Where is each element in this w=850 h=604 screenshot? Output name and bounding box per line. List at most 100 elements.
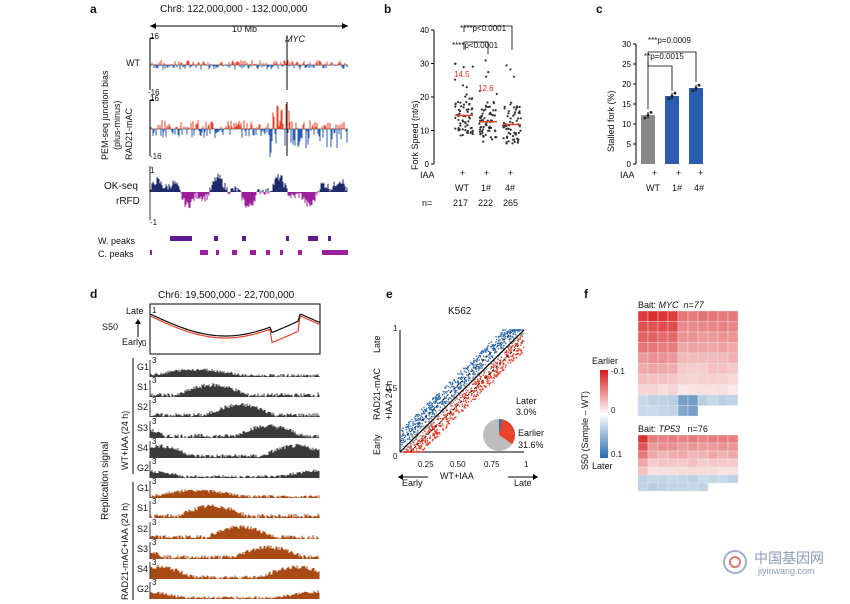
- data-point: [416, 436, 418, 439]
- data-point: [459, 122, 462, 125]
- data-point: [509, 340, 511, 343]
- data-point: [406, 423, 408, 426]
- data-point: [487, 105, 490, 109]
- heatmap-cell: [647, 474, 659, 484]
- heatmap-cell: [647, 373, 659, 385]
- data-point: [505, 354, 507, 356]
- data-point: [422, 410, 425, 412]
- heatmap-cell: [667, 442, 679, 452]
- data-point: [511, 329, 513, 331]
- data-point: [431, 406, 433, 408]
- panel-e-xtick-050: 0.50: [450, 460, 466, 469]
- data-point: [502, 347, 505, 350]
- heatmap-cell: [697, 394, 709, 406]
- earlier-later-pie: [483, 419, 515, 451]
- data-point: [488, 351, 491, 354]
- heatmap-cell: [687, 434, 699, 444]
- data-point: [445, 384, 448, 387]
- data-point: [412, 432, 415, 434]
- data-point: [419, 434, 421, 437]
- data-point: [459, 124, 462, 127]
- data-point: [513, 330, 515, 333]
- data-point: [478, 89, 481, 92]
- data-point: [423, 418, 425, 420]
- heatmap-cell: [667, 384, 679, 396]
- data-point: [442, 429, 445, 431]
- data-point: [439, 409, 441, 412]
- panel-c-ylabel: Stalled fork (%): [606, 90, 616, 152]
- data-point: [420, 444, 423, 446]
- data-point: [460, 386, 463, 389]
- data-point: [503, 344, 505, 347]
- data-point: [416, 430, 419, 433]
- s50-rad21-line: [149, 315, 321, 344]
- data-point: [433, 413, 436, 415]
- heatmap-cell: [697, 352, 709, 364]
- data-point: [512, 333, 514, 336]
- data-point: [406, 431, 408, 433]
- data-point: [505, 351, 507, 353]
- data-point: [443, 410, 446, 412]
- panel-b-median-wt: 14.5: [454, 70, 470, 79]
- data-point: [495, 370, 497, 373]
- track-ymax: 3: [152, 578, 157, 588]
- data-point: [461, 120, 465, 123]
- data-point: [482, 109, 486, 112]
- data-point: [444, 400, 446, 403]
- data-point: [521, 334, 523, 337]
- heatmap-cell: [687, 310, 699, 322]
- data-point: [460, 105, 463, 108]
- data-point: [441, 400, 444, 402]
- data-point: [449, 381, 452, 384]
- data-point: [454, 390, 457, 393]
- data-point: [510, 355, 512, 358]
- heatmap-cell: [727, 321, 739, 333]
- replication-track: [149, 541, 320, 559]
- data-point: [428, 442, 431, 444]
- panel-a-brackets: [149, 37, 154, 156]
- okseq-rrfd-track: [149, 166, 348, 220]
- data-point: [472, 395, 475, 398]
- heatmap-cell: [677, 405, 689, 417]
- data-point: [492, 102, 496, 105]
- data-point: [458, 405, 461, 407]
- data-point: [423, 406, 425, 409]
- data-point: [463, 392, 466, 395]
- heatmap-cell: [657, 466, 669, 476]
- data-point: [433, 419, 435, 422]
- data-point: [458, 128, 461, 131]
- peaks-track: [150, 236, 348, 255]
- heatmap-cell: [697, 384, 709, 396]
- panel-c-g3: 4#: [694, 183, 705, 193]
- data-point: [453, 78, 457, 81]
- heatmap-cell: [717, 442, 729, 452]
- data-point: [468, 378, 470, 380]
- data-point: [428, 414, 430, 416]
- data-point: [425, 407, 428, 410]
- data-point: [422, 425, 424, 427]
- data-point: [418, 440, 420, 442]
- data-point: [460, 378, 463, 381]
- data-point: [426, 437, 429, 440]
- data-point: [423, 448, 425, 450]
- data-point: [514, 108, 517, 111]
- heatmap-cell: [637, 442, 649, 452]
- sig-bracket-2: [647, 62, 673, 91]
- heatmap-cell: [727, 458, 739, 468]
- data-point: [432, 426, 435, 428]
- heatmap-cell: [647, 363, 659, 375]
- data-point: [433, 408, 436, 411]
- data-point: [473, 398, 475, 401]
- data-point: [492, 362, 494, 365]
- data-point: [504, 357, 507, 359]
- data-point: [499, 370, 502, 373]
- heatmap-cell: [647, 405, 659, 417]
- data-point: [454, 105, 457, 108]
- data-point: [503, 362, 505, 365]
- y-tick-label: 5: [627, 140, 632, 149]
- data-point: [468, 372, 470, 374]
- data-point: [494, 362, 497, 364]
- phase-label: S3: [137, 543, 149, 554]
- data-point: [480, 364, 482, 367]
- data-point: [443, 395, 446, 398]
